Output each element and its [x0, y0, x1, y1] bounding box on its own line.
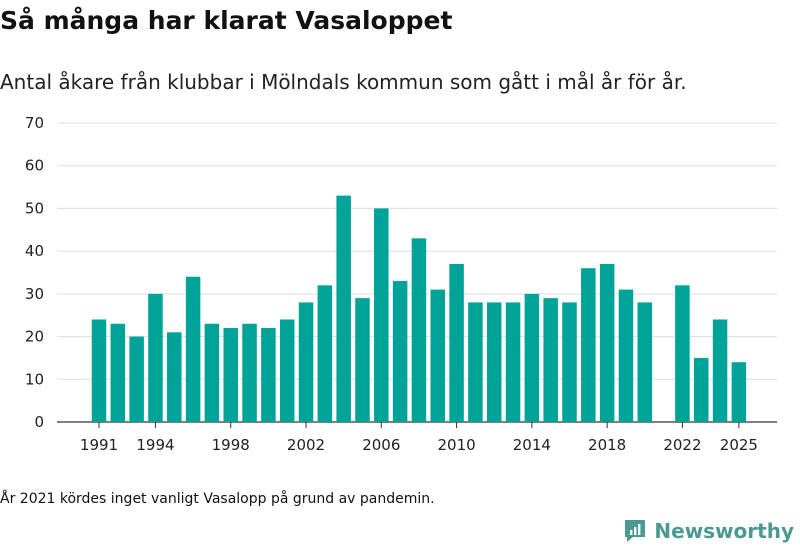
chart-subtitle: Antal åkare från klubbar i Mölndals komm… — [0, 70, 687, 94]
brand-name: Newsworthy — [654, 519, 794, 543]
bar-1991 — [91, 319, 107, 422]
x-tick-label: 1991 — [80, 436, 118, 454]
newsworthy-brand: Newsworthy — [622, 518, 794, 544]
y-axis-tick-labels: 0 10 20 30 40 50 60 70 — [25, 114, 44, 431]
bar-1998 — [223, 328, 238, 422]
x-tick-label: 2014 — [513, 436, 551, 454]
bar-2005 — [355, 298, 370, 422]
bar-2019 — [618, 289, 634, 422]
bar-2003 — [317, 285, 333, 422]
bar-2009 — [430, 289, 446, 422]
x-tick-label: 2002 — [287, 436, 325, 454]
bar-2025 — [731, 362, 747, 422]
y-tick-label: 40 — [25, 242, 44, 260]
bar-2024 — [712, 319, 728, 422]
y-tick-label: 50 — [25, 199, 44, 217]
bar-2015 — [543, 298, 558, 422]
x-tick-label: 1994 — [136, 436, 174, 454]
bar-2002 — [298, 302, 314, 422]
x-tick-label: 2018 — [588, 436, 626, 454]
x-tick-label: 1998 — [212, 436, 250, 454]
bar-2018 — [599, 263, 615, 422]
y-tick-label: 10 — [25, 370, 44, 388]
bar-2022 — [675, 285, 690, 422]
bar-1996 — [185, 276, 201, 422]
footnote: År 2021 kördes inget vanligt Vasalopp på… — [0, 491, 435, 507]
bar-2006 — [374, 208, 389, 422]
y-tick-label: 30 — [25, 285, 44, 303]
bar-2020 — [637, 302, 653, 422]
bar-2016 — [562, 302, 577, 422]
bar-2013 — [505, 302, 521, 422]
bar-chart: 0 10 20 30 40 50 60 70 1991 1994 1998 2002 2006 2010… — [25, 114, 777, 454]
x-axis-ticks: 1991 1994 1998 2002 2006 2010 2014 2018 2022 2025 — [80, 422, 758, 454]
x-tick-label: 2022 — [663, 436, 701, 454]
x-tick-label: 2025 — [720, 436, 758, 454]
bar-2000 — [261, 328, 276, 422]
bar-2017 — [581, 268, 596, 422]
bars — [91, 195, 747, 422]
bar-2011 — [468, 302, 483, 422]
bar-2007 — [392, 281, 408, 422]
bar-2010 — [449, 263, 464, 422]
x-tick-label: 2010 — [437, 436, 475, 454]
y-tick-label: 60 — [25, 157, 44, 175]
bar-2001 — [279, 319, 295, 422]
bar-1992 — [110, 323, 126, 422]
bar-2014 — [524, 293, 540, 422]
bar-2012 — [486, 302, 502, 422]
y-tick-label: 70 — [25, 114, 44, 132]
bar-2023 — [693, 357, 709, 422]
newsworthy-logo-icon — [625, 520, 646, 542]
y-tick-label: 0 — [34, 413, 44, 431]
bar-1995 — [167, 332, 182, 422]
bar-1993 — [129, 336, 144, 422]
y-tick-label: 20 — [25, 328, 44, 346]
bar-2004 — [336, 195, 351, 422]
bar-1999 — [242, 323, 257, 422]
bar-1997 — [204, 323, 220, 422]
x-tick-label: 2006 — [362, 436, 400, 454]
chart-title: Så många har klarat Vasaloppet — [0, 6, 453, 35]
bar-1994 — [148, 293, 163, 422]
bar-2008 — [411, 238, 427, 422]
